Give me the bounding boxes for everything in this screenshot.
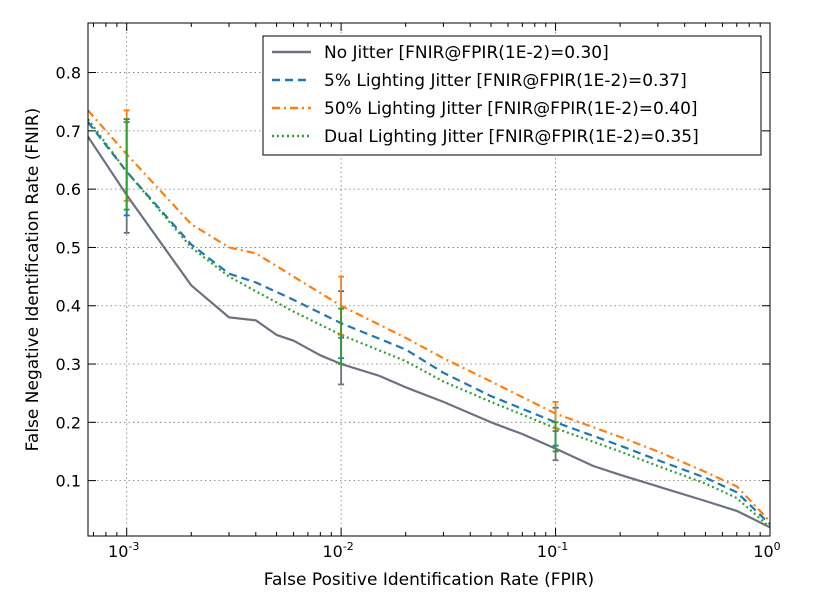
series-line-1 — [87, 136, 771, 529]
series-line-3 — [87, 109, 771, 523]
axis-ticks: 10-3 10-2 10-1 100 0.1 0.2 0.3 0.4 0.5 0.6 0.7 0.8 — [56, 23, 781, 561]
y-tick-label: 0.3 — [56, 355, 81, 374]
y-tick-label: 0.5 — [56, 238, 81, 257]
legend: No Jitter [FNIR@FPIR(1E-2)=0.30] 5% Light… — [262, 35, 762, 156]
x-tick-label: 100 — [753, 540, 780, 561]
y-tick-label: 0.1 — [56, 472, 81, 491]
x-tick-label: 10-3 — [108, 540, 139, 561]
x-axis-label: False Positive Identification Rate (FPIR… — [264, 570, 594, 590]
x-tick-label: 10-2 — [322, 540, 353, 561]
y-axis-label: False Negative Identification Rate (FNIR… — [23, 108, 43, 452]
legend-entry-4: Dual Lighting Jitter [FNIR@FPIR(1E-2)=0.… — [324, 127, 699, 147]
plot-area-frame — [87, 22, 771, 537]
y-tick-label: 0.2 — [56, 413, 81, 432]
legend-entry-1: No Jitter [FNIR@FPIR(1E-2)=0.30] — [324, 43, 609, 63]
series-group — [87, 109, 771, 529]
legend-entry-3: 50% Lighting Jitter [FNIR@FPIR(1E-2)=0.4… — [324, 99, 698, 119]
legend-box — [262, 35, 762, 156]
legend-entry-2: 5% Lighting Jitter [FNIR@FPIR(1E-2)=0.37… — [324, 71, 687, 91]
series-line-2 — [87, 121, 771, 526]
error-bars — [123, 109, 559, 462]
y-tick-label: 0.6 — [56, 180, 81, 199]
y-tick-label: 0.7 — [56, 122, 81, 141]
y-tick-label: 0.4 — [56, 297, 81, 316]
y-tick-label: 0.8 — [56, 64, 81, 83]
x-tick-label: 10-1 — [537, 540, 568, 561]
